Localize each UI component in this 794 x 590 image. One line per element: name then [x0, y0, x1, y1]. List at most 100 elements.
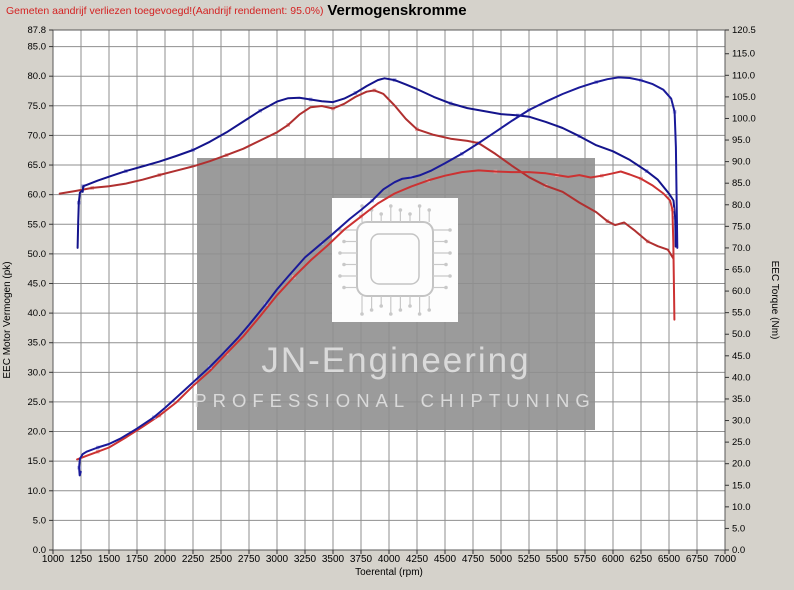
chip-pin-pad: [444, 262, 448, 267]
page-title: Vermogenskromme: [327, 2, 467, 19]
left-tick-label: 15.0: [28, 456, 47, 467]
right-tick-label: 95.0: [732, 135, 751, 146]
left-tick-label: 70.0: [28, 130, 47, 141]
chip-pin-pad: [338, 274, 342, 278]
chip-pin-pad: [417, 312, 422, 316]
drivetrain-loss-note: Gemeten aandrijf verliezen toegevoegd!(A…: [6, 5, 324, 17]
chip-die-outline: [370, 233, 420, 285]
torque-blue-curve: [76, 77, 677, 249]
x-tick-label: 2750: [238, 554, 261, 565]
x-tick-label: 1750: [126, 554, 149, 565]
chip-pin-pad: [360, 312, 364, 316]
chip-pin-pad: [444, 239, 448, 244]
x-tick-label: 5250: [518, 554, 541, 565]
left-tick-label: 60.0: [28, 190, 47, 201]
chip-pin-pad: [389, 312, 393, 316]
chip-pin-pad: [369, 308, 374, 312]
right-tick-label: 20.0: [732, 459, 751, 470]
right-tick-label: 30.0: [732, 416, 751, 427]
right-tick-label: 75.0: [732, 221, 751, 232]
left-tick-label: 0.0: [33, 545, 46, 556]
left-tick-label: 20.0: [28, 427, 47, 438]
chip-pin-pad: [444, 285, 448, 290]
x-tick-label: 7000: [714, 554, 737, 565]
left-tick-label: 10.0: [28, 486, 47, 497]
x-tick-label: 3750: [350, 554, 373, 565]
chip-pin-pad: [342, 285, 346, 290]
x-tick-label: 1250: [70, 554, 93, 565]
right-tick-label: 110.0: [732, 70, 755, 81]
x-tick-label: 1500: [98, 554, 121, 565]
x-tick-label: 2000: [154, 554, 177, 565]
x-tick-label: 4500: [434, 554, 457, 565]
x-tick-label: 5500: [546, 554, 569, 565]
x-tick-label: 5750: [574, 554, 597, 565]
x-tick-label: 6500: [658, 554, 681, 565]
x-tick-label: 6000: [602, 554, 625, 565]
x-tick-label: 1000: [42, 554, 65, 565]
x-axis-title: Toerental (rpm): [355, 567, 423, 578]
left-tick-label: 87.8: [28, 25, 47, 36]
x-tick-label: 6250: [630, 554, 653, 565]
chip-outline: [356, 221, 434, 297]
right-tick-label: 25.0: [732, 437, 751, 448]
chip-pin-pad: [448, 228, 452, 232]
chip-pin-pad: [342, 262, 346, 267]
x-tick-label: 3000: [266, 554, 289, 565]
right-tick-label: 90.0: [732, 157, 751, 168]
right-tick-label: 85.0: [732, 178, 751, 189]
right-tick-label: 35.0: [732, 394, 751, 405]
chip-pin-pad: [427, 208, 432, 212]
chip-pin-pad: [408, 212, 412, 216]
right-tick-label: 70.0: [732, 243, 751, 254]
left-tick-label: 65.0: [28, 160, 47, 171]
x-tick-label: 3250: [294, 554, 317, 565]
left-tick-label: 45.0: [28, 278, 47, 289]
x-tick-label: 3500: [322, 554, 345, 565]
x-tick-label: 2250: [182, 554, 205, 565]
x-tick-label: 2500: [210, 554, 233, 565]
x-tick-label: 6750: [686, 554, 709, 565]
right-tick-label: 120.5: [732, 25, 756, 36]
chip-pin-pad: [448, 274, 452, 278]
right-tick-label: 55.0: [732, 308, 751, 319]
left-tick-label: 85.0: [28, 42, 47, 53]
chip-pin-pad: [360, 204, 364, 208]
chip-pin-pad: [427, 308, 432, 312]
chip-pin-pad: [408, 304, 412, 308]
right-tick-label: 60.0: [732, 286, 751, 297]
left-tick-label: 25.0: [28, 397, 47, 408]
right-tick-label: 45.0: [732, 351, 751, 362]
right-tick-label: 50.0: [732, 329, 751, 340]
right-tick-label: 10.0: [732, 502, 751, 513]
left-tick-label: 55.0: [28, 219, 47, 230]
power-red-curve: [76, 169, 676, 461]
watermark-line2: PROFESSIONAL CHIPTUNING: [194, 390, 596, 411]
chip-pin-pad: [417, 204, 422, 208]
right-axis-title: EEC Torque (Nm): [769, 261, 780, 340]
right-tick-label: 80.0: [732, 200, 751, 211]
right-tick-label: 40.0: [732, 372, 751, 383]
chip-pin-pad: [398, 208, 403, 212]
chip-pin-pad: [338, 251, 342, 255]
left-tick-label: 80.0: [28, 71, 47, 82]
torque-red-curve: [58, 89, 675, 260]
left-tick-label: 30.0: [28, 367, 47, 378]
left-tick-label: 5.0: [33, 515, 46, 526]
chip-pin-pad: [342, 239, 346, 244]
chip-pin-pad: [379, 212, 384, 216]
chip-graphic-background: [332, 198, 458, 322]
x-tick-label: 4250: [406, 554, 429, 565]
chip-pin-pad: [398, 308, 403, 312]
right-tick-label: 100.0: [732, 113, 756, 124]
right-tick-label: 15.0: [732, 480, 751, 491]
chip-pin-pad: [448, 251, 452, 255]
x-tick-label: 5000: [490, 554, 513, 565]
left-tick-label: 50.0: [28, 249, 47, 260]
power-blue-curve: [78, 76, 679, 477]
watermark-line1: JN-Engineering: [261, 341, 530, 380]
x-tick-label: 4000: [378, 554, 401, 565]
left-axis-title: EEC Motor Vermogen (pk): [2, 261, 13, 378]
